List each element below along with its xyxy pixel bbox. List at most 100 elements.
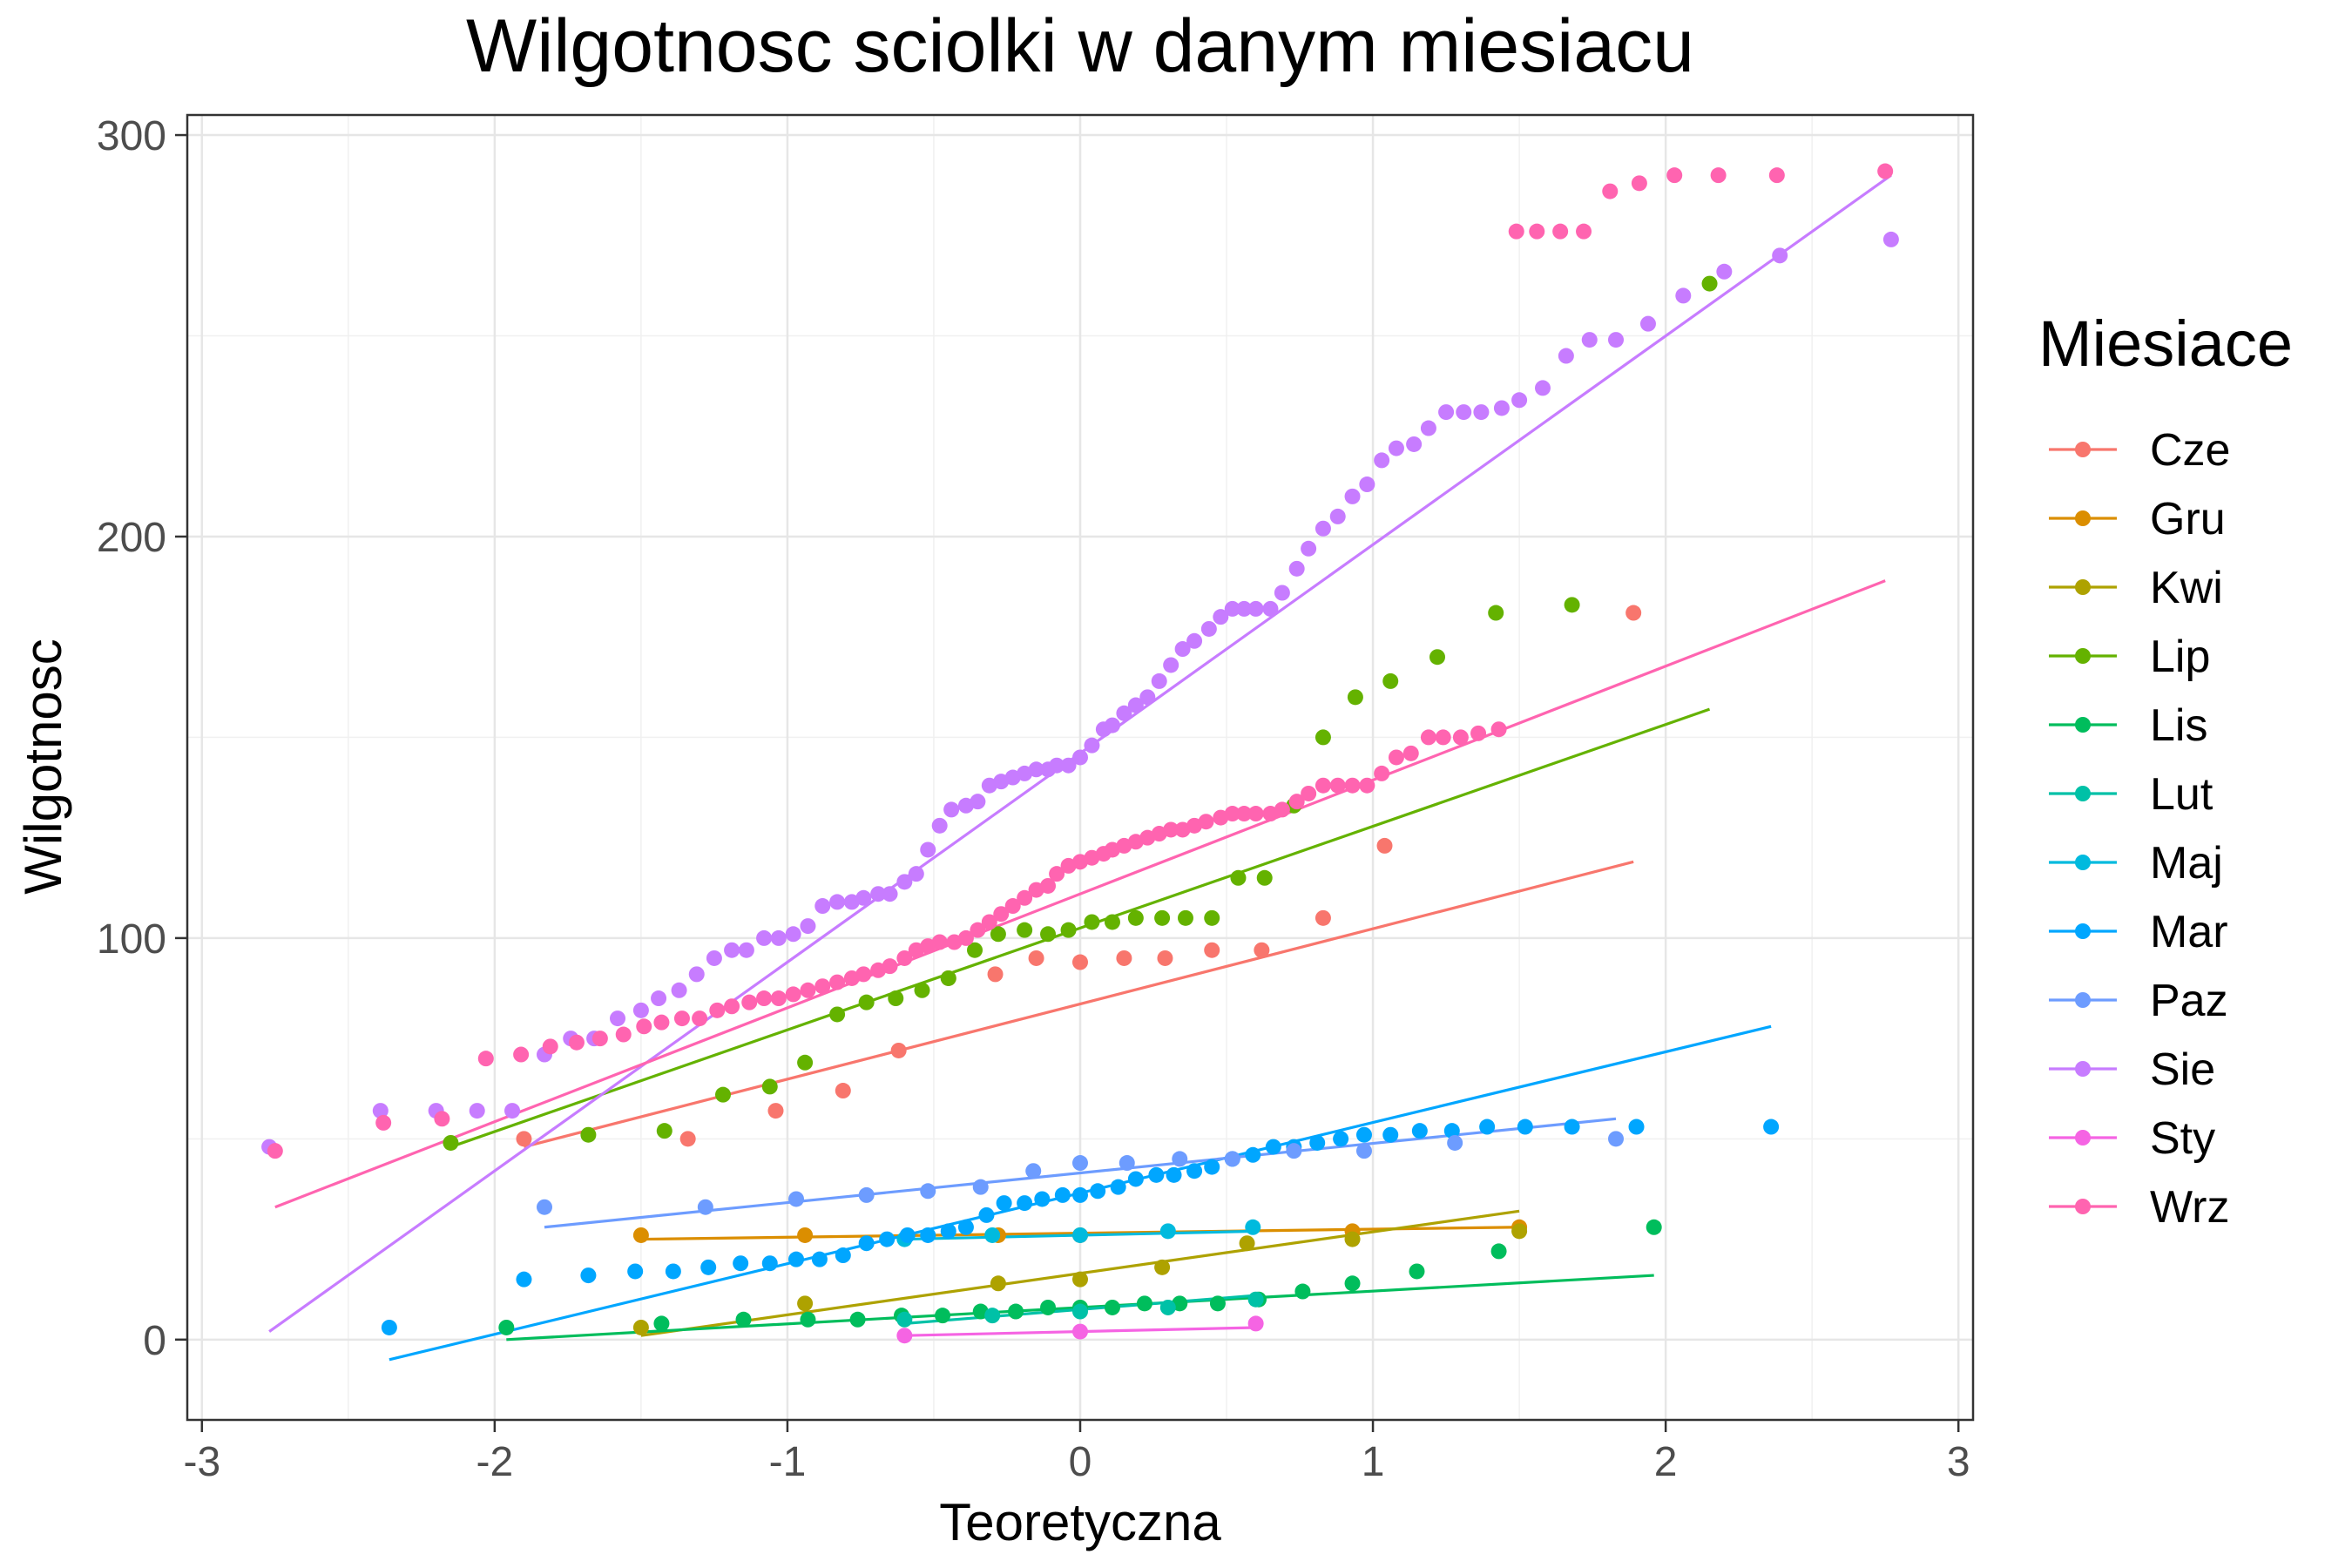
point-lip bbox=[990, 926, 1006, 943]
fit-line-wrz bbox=[274, 579, 1886, 1209]
point-sie bbox=[1344, 488, 1361, 504]
x-tick-label: 1 bbox=[1362, 1439, 1385, 1485]
point-sie bbox=[1716, 263, 1733, 280]
point-wrz bbox=[1301, 785, 1317, 801]
point-sie bbox=[896, 874, 913, 890]
point-wrz bbox=[1490, 721, 1507, 738]
point-mar bbox=[1333, 1131, 1349, 1147]
legend-key-point bbox=[2075, 1130, 2091, 1146]
point-sie bbox=[908, 866, 924, 882]
point-sie bbox=[706, 950, 722, 966]
point-lis bbox=[1490, 1243, 1507, 1260]
point-mar bbox=[1479, 1119, 1496, 1135]
point-wrz bbox=[1004, 898, 1021, 915]
point-paz bbox=[1286, 1143, 1302, 1159]
point-wrz bbox=[1470, 725, 1487, 741]
point-cze bbox=[890, 1042, 907, 1058]
point-mar bbox=[1517, 1119, 1533, 1135]
y-tick-label: 0 bbox=[143, 1318, 166, 1364]
legend-label-wrz: Wrz bbox=[2150, 1182, 2229, 1233]
point-sie bbox=[1049, 757, 1065, 774]
point-wrz bbox=[1877, 163, 1894, 179]
point-wrz bbox=[1388, 749, 1404, 766]
point-paz bbox=[1119, 1155, 1135, 1172]
point-lip bbox=[1204, 909, 1220, 926]
point-sty bbox=[1072, 1323, 1088, 1340]
point-mar bbox=[920, 1227, 936, 1243]
point-kwi bbox=[632, 1319, 649, 1335]
point-cze bbox=[1204, 942, 1220, 958]
point-wrz bbox=[1315, 777, 1331, 794]
point-lis bbox=[1294, 1283, 1311, 1300]
point-mar bbox=[1265, 1139, 1281, 1155]
point-mar bbox=[580, 1267, 597, 1284]
point-mar bbox=[1034, 1191, 1051, 1207]
x-tick-label: 2 bbox=[1654, 1439, 1678, 1485]
point-sie bbox=[1104, 717, 1120, 733]
point-sie bbox=[1534, 380, 1551, 396]
point-sie bbox=[1213, 609, 1229, 625]
point-wrz bbox=[1049, 866, 1065, 882]
point-sie bbox=[882, 886, 898, 902]
point-sie bbox=[1608, 332, 1624, 348]
point-kwi bbox=[1511, 1223, 1528, 1240]
point-mar bbox=[1072, 1186, 1088, 1203]
point-kwi bbox=[1239, 1235, 1255, 1252]
point-wrz bbox=[1529, 223, 1545, 240]
point-wrz bbox=[1710, 167, 1727, 184]
legend: Cze Gru Kwi Lip Lis Lut Maj Mar Paz Sie Sty Wrz bbox=[2049, 425, 2230, 1233]
point-sie bbox=[1388, 440, 1404, 456]
x-tick-label: -2 bbox=[476, 1439, 514, 1485]
point-paz bbox=[697, 1199, 713, 1215]
point-sie bbox=[372, 1103, 389, 1119]
point-lip bbox=[1382, 672, 1399, 689]
point-lip bbox=[656, 1123, 672, 1139]
point-sie bbox=[688, 966, 705, 983]
point-lip bbox=[1564, 597, 1580, 613]
point-wrz bbox=[636, 1018, 652, 1035]
point-mar bbox=[516, 1271, 532, 1288]
point-sie bbox=[1028, 761, 1044, 778]
legend-key-point bbox=[2075, 923, 2091, 939]
point-sie bbox=[1456, 404, 1472, 421]
point-mar bbox=[665, 1263, 681, 1280]
point-wrz bbox=[1359, 777, 1375, 794]
point-wrz bbox=[653, 1014, 670, 1031]
point-sie bbox=[1127, 697, 1144, 713]
y-tick-label: 200 bbox=[97, 515, 166, 561]
point-sie bbox=[1882, 231, 1899, 247]
point-cze bbox=[1157, 950, 1173, 966]
y-tick-label: 100 bbox=[97, 916, 166, 963]
point-mar bbox=[1763, 1119, 1780, 1135]
point-mar bbox=[1054, 1186, 1071, 1203]
point-sie bbox=[632, 1002, 649, 1018]
point-sie bbox=[1558, 348, 1574, 364]
point-sie bbox=[1174, 641, 1191, 658]
point-wrz bbox=[1198, 814, 1214, 830]
point-lis bbox=[1646, 1219, 1662, 1235]
point-sie bbox=[1151, 672, 1167, 689]
point-lip bbox=[1084, 914, 1100, 930]
point-cze bbox=[1625, 605, 1642, 621]
point-sie bbox=[1406, 436, 1423, 452]
point-lis bbox=[800, 1311, 816, 1328]
point-lip bbox=[1256, 869, 1273, 886]
point-wrz bbox=[1552, 223, 1569, 240]
point-lip bbox=[1429, 649, 1445, 666]
point-wrz bbox=[741, 994, 758, 1010]
point-lip bbox=[580, 1126, 597, 1143]
point-mar bbox=[1017, 1195, 1033, 1212]
x-tick-label: 3 bbox=[1947, 1439, 1970, 1485]
x-axis-title: Teoretyczna bbox=[939, 1493, 1221, 1551]
legend-key-point bbox=[2075, 992, 2091, 1008]
point-sty bbox=[896, 1328, 913, 1344]
point-sie bbox=[1772, 247, 1788, 264]
point-lis bbox=[849, 1311, 866, 1328]
point-wrz bbox=[267, 1143, 283, 1159]
point-sie bbox=[1301, 540, 1317, 557]
legend-key-point bbox=[2075, 786, 2091, 801]
point-lip bbox=[1154, 909, 1171, 926]
point-sie bbox=[651, 990, 667, 1007]
